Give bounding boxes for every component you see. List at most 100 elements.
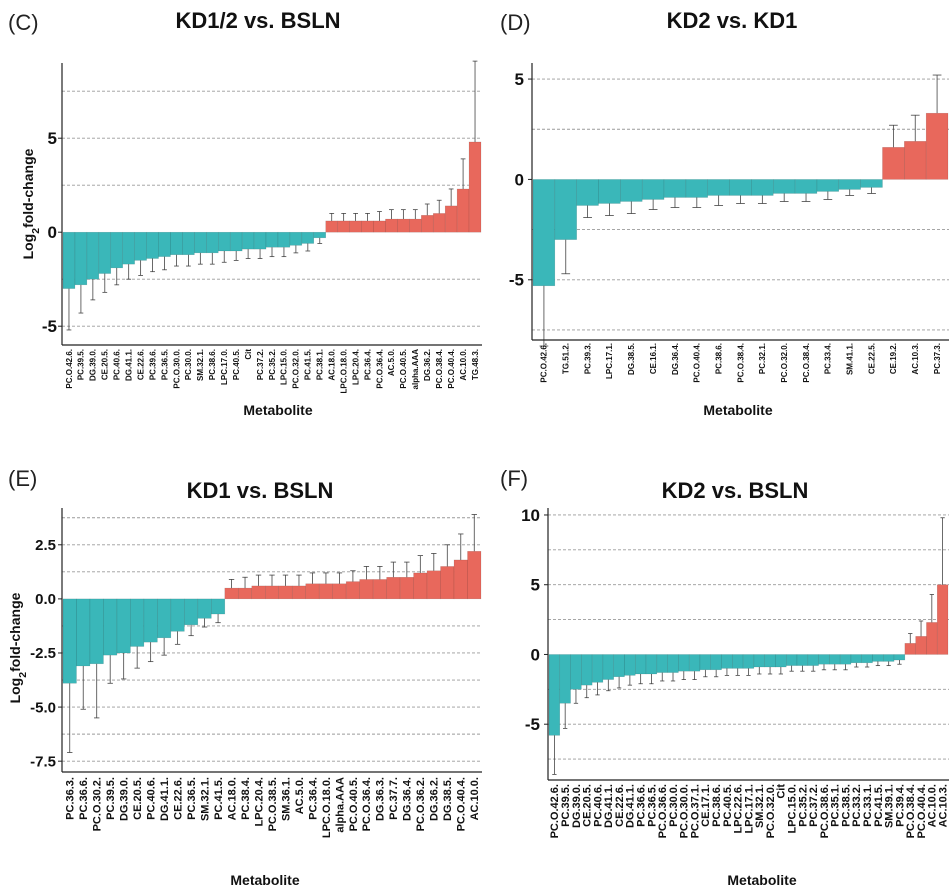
x-tick-label: PC.40.6. [113, 349, 122, 380]
x-tick-label: PC.O.36.2. [415, 777, 427, 831]
x-tick-label: Cit [244, 349, 253, 360]
bar-CE.22.6. [134, 231, 147, 261]
bar-CE.20.5. [130, 598, 145, 647]
y-tick-label: -5 [525, 715, 540, 734]
bar-PC.36.4. [361, 220, 374, 233]
x-tick-label: CE.20.5. [101, 349, 110, 380]
x-tick-label: AC.18.0. [226, 777, 238, 820]
x-tick-label: SM.32.1. [754, 784, 766, 828]
x-tick-label: SM.32.1. [196, 349, 205, 381]
chart-title: KD1/2 vs. BSLN [175, 8, 340, 33]
x-tick-label: CE.22.6. [136, 349, 145, 380]
bar-LPC.20.4. [251, 585, 266, 600]
bar-PC.37.7. [386, 576, 401, 600]
x-tick-label: PC.36.6. [636, 784, 648, 827]
bar-PC.38.6. [707, 179, 730, 196]
y-axis-title: Log2fold-change [20, 148, 42, 259]
bar-PC.39.3. [576, 179, 599, 206]
x-tick-label: PC.35.1. [830, 784, 842, 827]
bar-PC.O.38.4. [729, 179, 752, 196]
bar-CE.20.5. [581, 654, 593, 686]
bar-PC.O.40.4. [915, 636, 927, 655]
x-tick-label: DG.38.5. [627, 343, 636, 375]
x-tick-label: CE.16.1. [649, 343, 658, 374]
y-tick-label: -5.0 [30, 699, 56, 716]
x-tick-label: PC.40.6. [592, 784, 604, 827]
bar-PC.36.6. [635, 654, 647, 675]
y-tick-label: -5 [42, 317, 57, 336]
x-tick-label: AC.10.0. [469, 777, 481, 820]
x-tick-label: PC.39.5. [77, 349, 86, 380]
x-tick-label: PC.40.6. [145, 777, 157, 820]
x-tick-label: LPC.O.18.0. [339, 349, 348, 393]
y-tick-label: 5 [48, 129, 57, 148]
bar-SM.32.1. [753, 654, 765, 668]
bar-PC.35.2. [796, 654, 809, 666]
bar-LPC.20.4. [349, 220, 362, 233]
y-tick-label: -2.5 [30, 645, 56, 662]
bar-PC.41.5. [872, 654, 884, 662]
bar-LPC.O.18.0. [318, 583, 333, 600]
x-tick-label: PC.36.5. [646, 784, 658, 827]
x-tick-label: PC.37.7. [388, 777, 400, 820]
x-tick-label: PC.30.0. [668, 784, 680, 827]
y-tick-label: 2.5 [35, 537, 56, 554]
x-tick-label: PC.O.42.6. [549, 784, 561, 838]
x-tick-label: LPC.22.6. [733, 784, 745, 834]
x-tick-label: PC.41.5. [213, 777, 225, 820]
bar-PC.O.42.6. [548, 654, 561, 736]
panel-letter: (F) [500, 466, 528, 491]
x-tick-label: Cit [776, 784, 788, 799]
x-tick-label: PC.36.3. [65, 777, 77, 820]
x-tick-label: DG.41.1. [159, 777, 171, 821]
x-tick-label: DG.36.4. [402, 777, 414, 821]
bar-PC.O.32.0. [773, 179, 796, 194]
bar-AC.5.0. [291, 585, 306, 600]
x-tick-label: PC.32.1. [758, 343, 767, 374]
bar-PC.38.6. [710, 654, 722, 671]
bar-AC.10.0. [456, 188, 470, 233]
x-tick-label: PC.O.38.6. [819, 784, 831, 838]
x-tick-label: DG.39.0. [89, 349, 98, 381]
y-tick-label: 0.0 [35, 591, 56, 608]
x-tick-label: PC.O.40.4. [447, 349, 456, 389]
bar-AC.10.3. [904, 141, 927, 180]
bar-SM.41.1. [838, 179, 861, 190]
x-tick-label: PC.39.5. [105, 777, 117, 820]
x-tick-label: SM.39.1. [884, 784, 896, 828]
chart-title: KD2 vs. BSLN [662, 478, 809, 503]
x-tick-label: PC.O.38.4. [435, 349, 444, 389]
bar-alpha.AAA [332, 583, 347, 600]
bar-PC.41.5. [301, 231, 315, 244]
x-tick-label: PC.36.6. [78, 777, 90, 820]
x-tick-label: CE.20.5. [582, 784, 594, 827]
x-tick-label: TG.48.3. [471, 349, 480, 380]
bar-LPC.17.0. [218, 231, 231, 252]
x-tick-label: PC.37.2. [256, 349, 265, 380]
x-tick-label: PC.38.1. [316, 349, 325, 380]
bar-DG.38.5. [620, 179, 643, 202]
x-tick-label: PC.O.38.4. [905, 784, 917, 838]
bar-SM.32.1. [197, 598, 212, 619]
x-tick-label: PC.O.30.2. [92, 777, 104, 831]
x-tick-label: AC.5.0. [387, 349, 396, 376]
x-tick-label: LPC.20.4. [253, 777, 265, 827]
bar-PC.38.1. [313, 231, 326, 239]
bar-DG.36.3. [372, 579, 387, 600]
bar-AC.10.0. [467, 551, 482, 600]
bar-AC.10.3. [936, 584, 949, 655]
bar-SM.32.1. [194, 231, 207, 254]
bar-PC.37.2. [807, 654, 819, 666]
bar-PC.36.4. [305, 583, 320, 600]
x-tick-label: PC.O.30.0. [172, 349, 181, 389]
bar-PC.30.0. [182, 231, 195, 256]
x-axis-title: Metabolite [703, 402, 772, 418]
x-tick-label: PC.O.40.4. [456, 777, 468, 831]
x-tick-label: DG.39.0. [571, 784, 583, 828]
bar-DG.41.1. [157, 598, 172, 639]
bar-CE.22.5. [860, 179, 883, 188]
bar-PC.35.2. [265, 231, 279, 248]
bar-LPC.17.1. [742, 654, 755, 669]
bar-DG.38.5. [440, 566, 455, 600]
